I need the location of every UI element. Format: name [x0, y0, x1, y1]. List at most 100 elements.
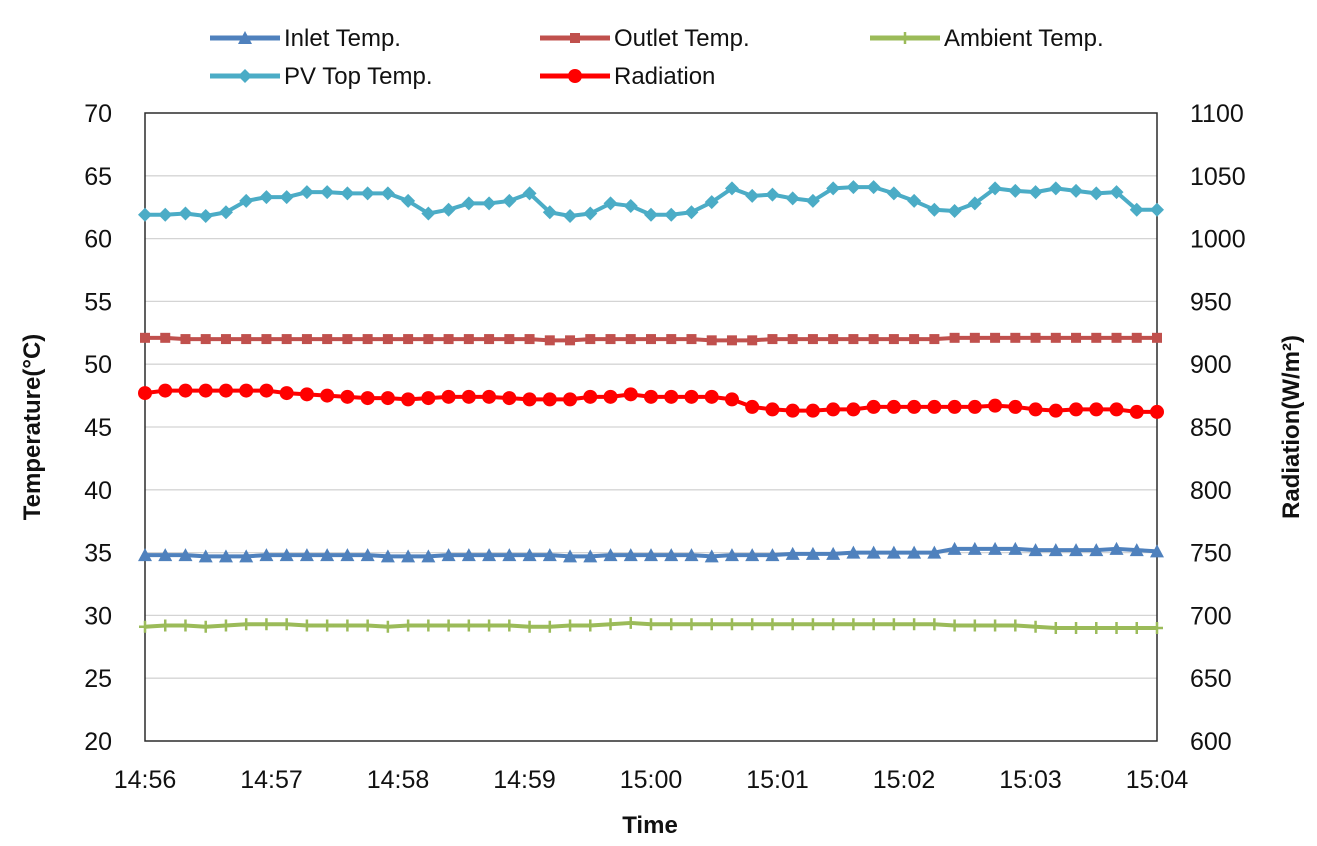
data-point — [1110, 621, 1123, 634]
data-point — [988, 398, 1003, 413]
y2-tick-label: 1000 — [1190, 226, 1246, 254]
data-point — [401, 392, 416, 407]
data-point — [664, 207, 679, 222]
data-point — [807, 334, 818, 345]
data-point — [239, 193, 254, 208]
data-point — [927, 399, 942, 414]
data-point — [421, 391, 436, 406]
data-point — [765, 548, 780, 562]
legend-marker — [570, 33, 580, 43]
y2-tick-label: 1050 — [1190, 163, 1246, 191]
x-axis-ticks: 14:56 14:57 14:58 14:59 15:00 15:01 15:02 15:03… — [114, 766, 1189, 794]
data-point — [1069, 183, 1084, 198]
data-point — [198, 383, 213, 398]
data-point — [805, 193, 820, 208]
data-point — [239, 383, 254, 398]
data-point — [461, 389, 476, 404]
data-point — [443, 334, 454, 345]
y2-tick-label: 600 — [1190, 728, 1232, 756]
data-point — [1089, 402, 1104, 417]
data-point — [988, 181, 1003, 196]
data-point — [666, 334, 677, 345]
data-point — [1028, 402, 1043, 417]
data-point — [178, 206, 193, 221]
data-point — [968, 619, 981, 632]
data-point — [603, 389, 618, 404]
data-point — [504, 334, 515, 345]
data-point — [342, 334, 353, 345]
data-point — [583, 389, 598, 404]
data-point — [704, 195, 719, 210]
data-point — [725, 618, 738, 631]
data-point — [928, 618, 941, 631]
data-point — [583, 549, 598, 563]
data-point — [787, 334, 798, 345]
legend-label: Inlet Temp. — [284, 25, 401, 52]
data-point — [158, 207, 173, 222]
data-point — [463, 334, 474, 345]
x-tick-label: 15:04 — [1126, 766, 1189, 794]
data-point — [1050, 332, 1061, 343]
x-tick-label: 14:59 — [493, 766, 556, 794]
data-point — [322, 334, 333, 345]
data-point — [888, 334, 899, 345]
legend-item: Radiation — [540, 63, 715, 90]
data-point — [300, 619, 313, 632]
data-point — [484, 334, 495, 345]
data-point — [1010, 332, 1021, 343]
gridlines — [145, 175, 1157, 679]
y-tick-label: 20 — [84, 728, 112, 756]
data-point — [340, 186, 355, 201]
data-point — [281, 334, 292, 345]
data-point — [421, 206, 436, 221]
data-point — [403, 334, 414, 345]
data-point — [542, 392, 557, 407]
data-point — [261, 334, 272, 345]
data-point — [826, 546, 841, 560]
data-point — [767, 334, 778, 345]
data-point — [218, 383, 233, 398]
data-point — [623, 198, 638, 213]
data-point — [1069, 402, 1084, 417]
y2-tick-label: 950 — [1190, 288, 1232, 316]
data-point — [805, 403, 820, 418]
series-ambient-temp — [139, 616, 1163, 634]
data-point — [646, 334, 656, 345]
data-point — [1109, 185, 1124, 200]
data-point — [886, 399, 901, 414]
data-point — [441, 202, 456, 217]
data-point — [724, 181, 739, 196]
data-point — [423, 334, 434, 345]
data-point — [967, 541, 982, 555]
x-axis-title: Time — [622, 812, 678, 839]
legend: Inlet Temp. Outlet Temp. Ambient Temp. PV T… — [210, 25, 1104, 90]
legend-marker — [568, 69, 582, 83]
data-point — [1130, 621, 1143, 634]
legend-item: Ambient Temp. — [870, 25, 1104, 52]
data-point — [563, 549, 578, 563]
series-inlet-temp — [138, 541, 1164, 563]
data-point — [585, 334, 596, 345]
data-point — [461, 196, 476, 211]
data-point — [543, 620, 556, 633]
y-axis-left-ticks: 20 25 30 35 40 45 50 55 60 65 70 — [84, 100, 112, 756]
data-point — [665, 618, 678, 631]
data-point — [866, 180, 881, 195]
data-point — [401, 549, 416, 563]
data-point — [866, 545, 881, 559]
data-point — [726, 335, 737, 346]
data-point — [949, 332, 960, 343]
data-point — [1129, 202, 1144, 217]
data-point — [502, 391, 517, 406]
y-tick-label: 25 — [84, 665, 112, 693]
data-point — [1008, 183, 1023, 198]
legend-marker — [238, 69, 252, 83]
data-point — [320, 185, 335, 200]
data-point — [239, 549, 254, 563]
y-tick-label: 45 — [84, 414, 112, 442]
data-point — [503, 619, 516, 632]
x-tick-label: 14:58 — [367, 766, 430, 794]
x-tick-label: 14:57 — [240, 766, 303, 794]
data-point — [178, 383, 193, 398]
data-point — [179, 619, 192, 632]
